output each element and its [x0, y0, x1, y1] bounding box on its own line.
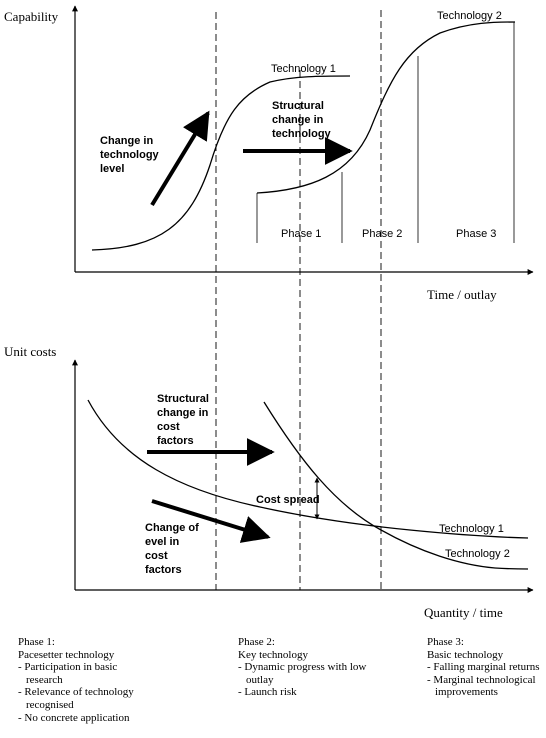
phase-3-label: Phase 3 [456, 228, 496, 240]
top-y-axis-label: Capability [4, 9, 59, 24]
list-item: Falling marginal returns [427, 661, 545, 674]
phase-1-label: Phase 1 [281, 228, 321, 240]
list-item: Marginal technological improvements [427, 674, 545, 699]
phase-3-list: Falling marginal returns Marginal techno… [427, 661, 545, 699]
phase-1-title: Phase 1: [18, 636, 55, 648]
phase-2-list: Dynamic progress with low outlay Launch … [238, 661, 388, 699]
change-in-technology-level-arrow [150, 110, 210, 207]
technology-1-label: Technology 1 [271, 63, 336, 75]
phase-1-list: Participation in basic research Relevanc… [18, 661, 188, 724]
list-item: Relevance of technology recognised [18, 686, 151, 711]
cost-technology-1-label: Technology 1 [439, 523, 504, 535]
structural-change-cost-label: Structural change in cost factors [157, 393, 212, 447]
phase-1-subtitle: Pacesetter technology [18, 648, 115, 661]
cost-spread-label: Cost spread [256, 494, 320, 506]
technology-2-cost-curve [263, 401, 529, 570]
structural-change-in-technology-label: Structural change in technology [272, 100, 332, 140]
phase-boundaries [215, 10, 382, 590]
list-item: Participation in basic research [18, 661, 136, 686]
cost-technology-2-label: Technology 2 [445, 548, 510, 560]
bottom-chart: Unit costs Quantity / time Technology 1 … [4, 344, 534, 620]
list-item: No concrete application [18, 712, 188, 725]
top-x-axis-label: Time / outlay [427, 287, 497, 302]
bottom-x-axis-label: Quantity / time [424, 605, 503, 620]
change-in-technology-level-label: Change in technology level [100, 135, 162, 175]
phase-3-subtitle: Basic technology [427, 648, 504, 661]
technology-1-cost-curve [87, 399, 529, 539]
phase-1-note: Phase 1: Pacesetter technology Participa… [18, 636, 188, 724]
list-item: Dynamic progress with low outlay [238, 661, 391, 686]
top-chart: Capability Time / outlay Technology 1 Te… [4, 5, 534, 302]
bottom-y-axis-label: Unit costs [4, 344, 56, 359]
change-of-level-cost-arrow [151, 499, 271, 543]
phase-2-title: Phase 2: [238, 636, 275, 648]
technology-1-s-curve [91, 75, 351, 251]
change-of-level-cost-label: Change of evel in cost factors [145, 522, 202, 576]
phase-3-title: Phase 3: [427, 636, 464, 648]
technology-2-s-curve [256, 21, 516, 194]
phase-2-label: Phase 2 [362, 228, 402, 240]
phase-2-subtitle: Key technology [238, 648, 308, 661]
phase-3-note: Phase 3: Basic technology Falling margin… [427, 636, 545, 699]
phase-2-note: Phase 2: Key technology Dynamic progress… [238, 636, 388, 699]
list-item: Launch risk [238, 686, 388, 699]
technology-2-label: Technology 2 [437, 10, 502, 22]
